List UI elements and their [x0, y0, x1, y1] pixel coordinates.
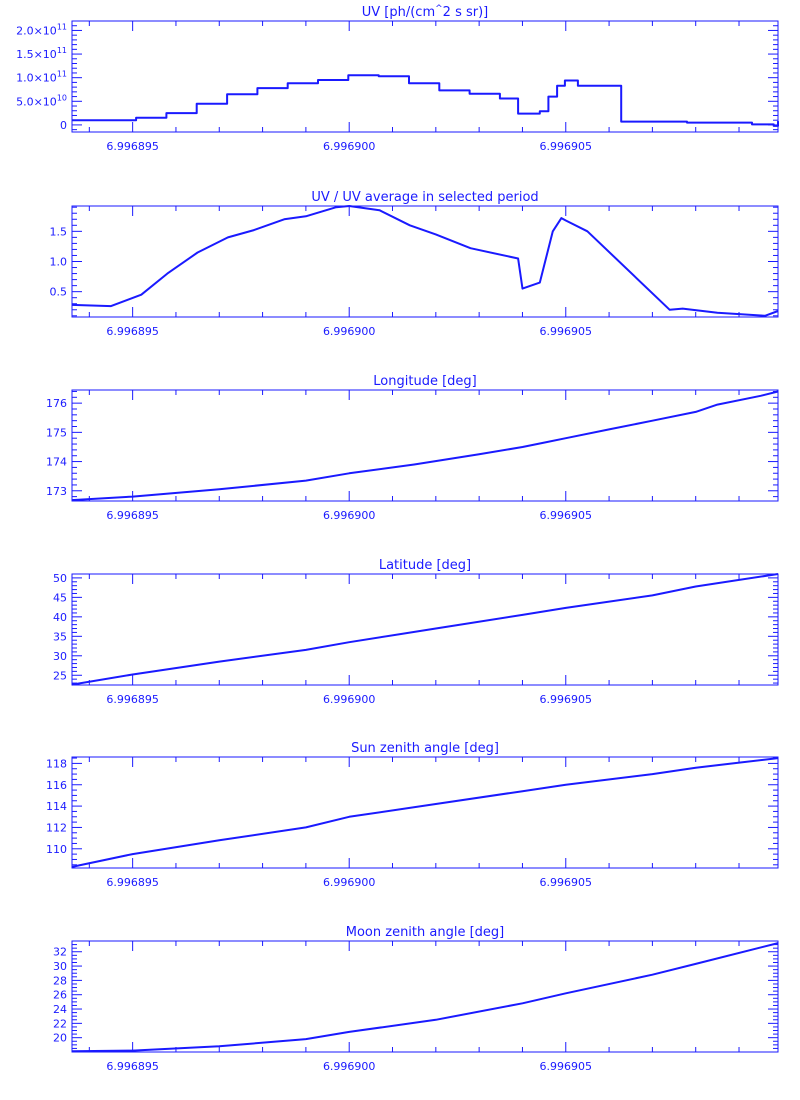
- x-tick-label: 6.996895: [106, 876, 159, 889]
- panel-2: UV / UV average in selected period 0.5 1.0…: [50, 190, 779, 338]
- y-tick-label: 110: [46, 843, 67, 856]
- y-tick-label: 174: [46, 456, 67, 469]
- y-tick-label: 40: [53, 611, 67, 624]
- y-tick-label: 173: [46, 485, 67, 498]
- x-tick-label: 6.996905: [540, 509, 593, 522]
- x-tick-label: 6.996905: [540, 876, 593, 889]
- y-tick-label: 118: [46, 757, 67, 770]
- y-tick-label: 28: [53, 974, 67, 987]
- chart-title: UV [ph/(cm^2 s sr)]: [362, 4, 489, 20]
- y-tick-label: 2.0×1011: [16, 22, 67, 37]
- x-tick-label: 6.996895: [106, 325, 159, 338]
- chart-title: Longitude [deg]: [373, 374, 476, 389]
- plot-frame: [71, 940, 779, 1053]
- panel-3: Longitude [deg] 173 174 175 176 6.996895 6.996…: [46, 374, 779, 522]
- y-tick-label: 25: [53, 669, 67, 682]
- y-tick-label: 0.5: [50, 286, 68, 299]
- chart-title: Latitude [deg]: [379, 558, 471, 573]
- x-tick-label: 6.996900: [323, 325, 376, 338]
- chart-title-part: UV [ph/(cm: [362, 5, 435, 20]
- data-series-line: [72, 74, 779, 127]
- plot-frame: [71, 573, 779, 686]
- y-tick-label: 1.0: [50, 256, 68, 269]
- x-tick-label: 6.996895: [106, 693, 159, 706]
- chart-title: UV / UV average in selected period: [311, 190, 538, 205]
- y-tick-label: 35: [53, 630, 67, 643]
- panel-4: Latitude [deg] 25 30 35 40 45 50 6.996895 6.9969…: [53, 558, 779, 706]
- y-tick-label: 1.5×1011: [16, 46, 67, 61]
- y-tick-label: 32: [53, 946, 67, 959]
- y-tick-label: 30: [53, 650, 67, 663]
- chart-title: Sun zenith angle [deg]: [351, 741, 499, 756]
- x-tick-label: 6.996905: [540, 140, 593, 153]
- y-tick-label: 112: [46, 821, 67, 834]
- x-tick-label: 6.996905: [540, 1060, 593, 1073]
- x-tick-label: 6.996900: [323, 693, 376, 706]
- chart-title-part: 2 s sr)]: [443, 5, 489, 20]
- plot-frame: [71, 20, 779, 133]
- data-series-line: [71, 205, 779, 317]
- y-tick-label: 5.0×1010: [16, 93, 67, 108]
- y-tick-label: 26: [53, 989, 67, 1002]
- x-tick-label: 6.996895: [106, 140, 159, 153]
- y-tick-label: 24: [53, 1003, 67, 1016]
- x-tick-label: 6.996905: [540, 693, 593, 706]
- plot-frame: [71, 389, 779, 502]
- plot-frame: [71, 756, 779, 869]
- data-series-line: [71, 573, 779, 686]
- y-tick-label: 1.0×1011: [16, 70, 67, 85]
- x-tick-label: 6.996900: [323, 140, 376, 153]
- y-tick-label: 45: [53, 591, 67, 604]
- x-tick-label: 6.996900: [323, 1060, 376, 1073]
- x-tick-label: 6.996905: [540, 325, 593, 338]
- y-tick-label: 22: [53, 1017, 67, 1030]
- y-tick-label: 50: [53, 572, 67, 585]
- y-tick-label: 116: [46, 779, 67, 792]
- panel-5: Sun zenith angle [deg] 110 112 114 116 118 6.9…: [46, 741, 779, 889]
- plot-frame: [71, 205, 779, 318]
- x-tick-label: 6.996895: [106, 1060, 159, 1073]
- y-tick-label: 176: [46, 397, 67, 410]
- chart-title-superscript: ^: [435, 4, 443, 14]
- y-tick-label: 30: [53, 960, 67, 973]
- data-series-line: [71, 757, 779, 868]
- data-series-line: [71, 390, 779, 502]
- y-tick-label: 20: [53, 1032, 67, 1045]
- y-tick-label: 0: [60, 119, 67, 132]
- x-tick-label: 6.996900: [323, 509, 376, 522]
- data-series-line: [71, 942, 779, 1053]
- y-tick-label: 114: [46, 800, 67, 813]
- y-tick-label: 1.5: [50, 225, 68, 238]
- chart-title: Moon zenith angle [deg]: [346, 925, 504, 940]
- x-tick-label: 6.996900: [323, 876, 376, 889]
- panel-1: UV [ph/(cm^2 s sr)] 0 5.0×1010 1.0×1011 1.5×…: [16, 4, 779, 153]
- x-tick-label: 6.996895: [106, 509, 159, 522]
- y-tick-label: 175: [46, 426, 67, 439]
